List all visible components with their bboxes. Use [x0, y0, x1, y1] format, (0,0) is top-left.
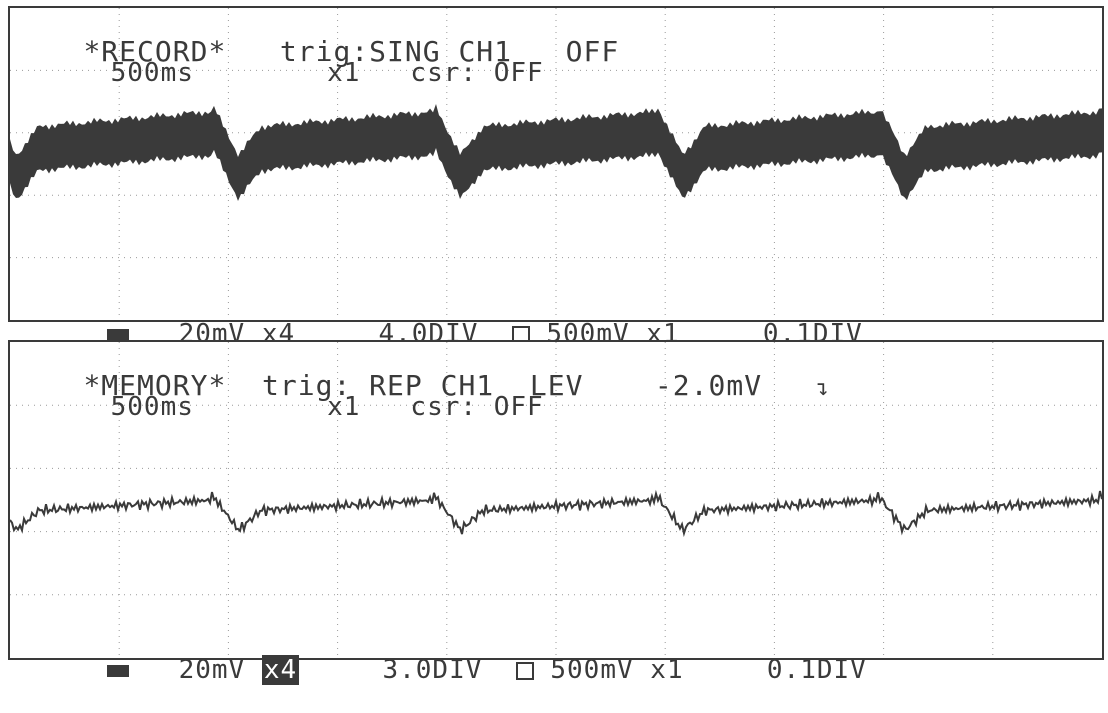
falling-edge-icon[interactable]: ↴ [815, 376, 830, 401]
memory-ch1-gain[interactable]: x4 [261, 655, 300, 685]
memory-waveform [10, 489, 1102, 538]
ch2-indicator-icon [515, 661, 534, 680]
record-trig-label[interactable]: trig:SING CH1 [279, 35, 513, 68]
memory-header-line1: *MEMORY* trig: REP CH1 LEV -2.0mV ↴ [12, 344, 830, 431]
record-trig-state[interactable]: OFF [565, 35, 620, 68]
memory-header-line2: 500ms x1 csr: OFF [44, 368, 544, 446]
memory-footer: 20mV x4 3.0DIV 500mV x1 0.1DIV [40, 628, 867, 712]
memory-cursor[interactable]: csr: OFF [410, 392, 544, 422]
memory-trace-line [10, 489, 1102, 538]
record-timebase[interactable]: 500ms [110, 58, 194, 88]
record-waveform [10, 104, 1102, 202]
ch1-indicator-icon [106, 328, 129, 341]
memory-trig-label[interactable]: trig: REP CH1 [262, 369, 495, 402]
record-trace-band [10, 104, 1102, 202]
memory-timebase[interactable]: 500ms [110, 392, 194, 422]
memory-level-value[interactable]: -2.0mV [654, 369, 763, 402]
memory-zoom[interactable]: x1 [327, 392, 361, 422]
record-header-line2: 500ms x1 csr: OFF [44, 34, 544, 112]
memory-ch1-scale[interactable]: 20mV [178, 655, 246, 685]
record-cursor[interactable]: csr: OFF [410, 58, 544, 88]
record-zoom[interactable]: x1 [327, 58, 361, 88]
record-header-line1: *RECORD* trig:SING CH1 OFF [12, 10, 619, 94]
memory-trig-level-label[interactable]: LEV [529, 369, 584, 402]
memory-ch2-pos[interactable]: 0.1DIV [766, 655, 867, 685]
record-panel: *RECORD* trig:SING CH1 OFF 500ms x1 csr:… [8, 6, 1104, 348]
memory-ch2-gain[interactable]: x1 [650, 655, 684, 685]
memory-ch2-scale[interactable]: 500mV [550, 655, 634, 685]
record-mode-label: *RECORD* [83, 35, 227, 68]
ch1-indicator-icon [106, 664, 129, 677]
memory-grid [10, 342, 1102, 658]
memory-panel: *MEMORY* trig: REP CH1 LEV -2.0mV ↴ 500m… [8, 340, 1104, 685]
memory-mode-label: *MEMORY* [83, 369, 227, 402]
memory-ch1-pos[interactable]: 3.0DIV [382, 655, 483, 685]
